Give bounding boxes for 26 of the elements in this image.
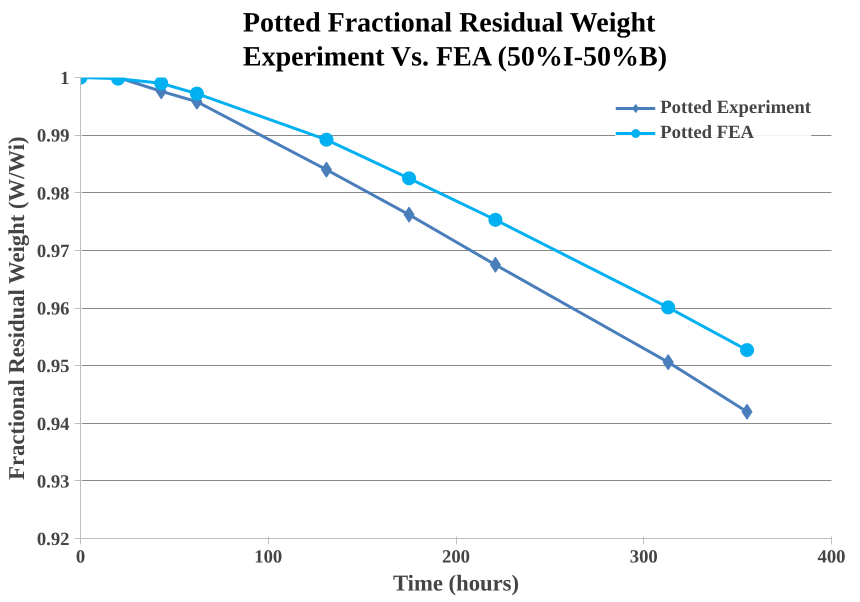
chart-title: Potted Fractional Residual Weight Experiment Vs. FEA (50%I-50%B): [242, 7, 668, 72]
y-axis-title: Fractional Residual Weight (W/Wi): [4, 136, 29, 480]
point: [740, 343, 754, 358]
y-tick-label: 0.95: [36, 356, 70, 378]
x-tick-label: 0: [76, 546, 86, 568]
legend-label: Potted FEA: [660, 122, 754, 144]
y-tick-label: 0.94: [36, 414, 70, 435]
x-tick-label: 100: [254, 546, 282, 568]
point: [154, 78, 168, 90]
point: [661, 300, 676, 314]
x-axis-title: Time (hours): [392, 570, 520, 596]
x-tick-label: 200: [442, 546, 470, 568]
y-tick-label: 0.92: [36, 529, 70, 550]
y-tick-label: 0.99: [36, 126, 70, 147]
x-tick-label: 400: [818, 546, 846, 568]
point: [190, 86, 204, 101]
point: [319, 132, 334, 147]
point: [402, 171, 416, 186]
y-tick-label: 0.97: [36, 240, 70, 262]
x-tick-label: 300: [630, 546, 658, 568]
point: [488, 212, 502, 227]
y-tick-label: 0.93: [36, 471, 70, 492]
y-tick-label: 0.98: [36, 183, 70, 204]
y-tick-label: 1: [60, 68, 70, 89]
legend-label: Potted Experiment: [660, 97, 811, 119]
y-tick-label: 0.96: [36, 298, 70, 320]
